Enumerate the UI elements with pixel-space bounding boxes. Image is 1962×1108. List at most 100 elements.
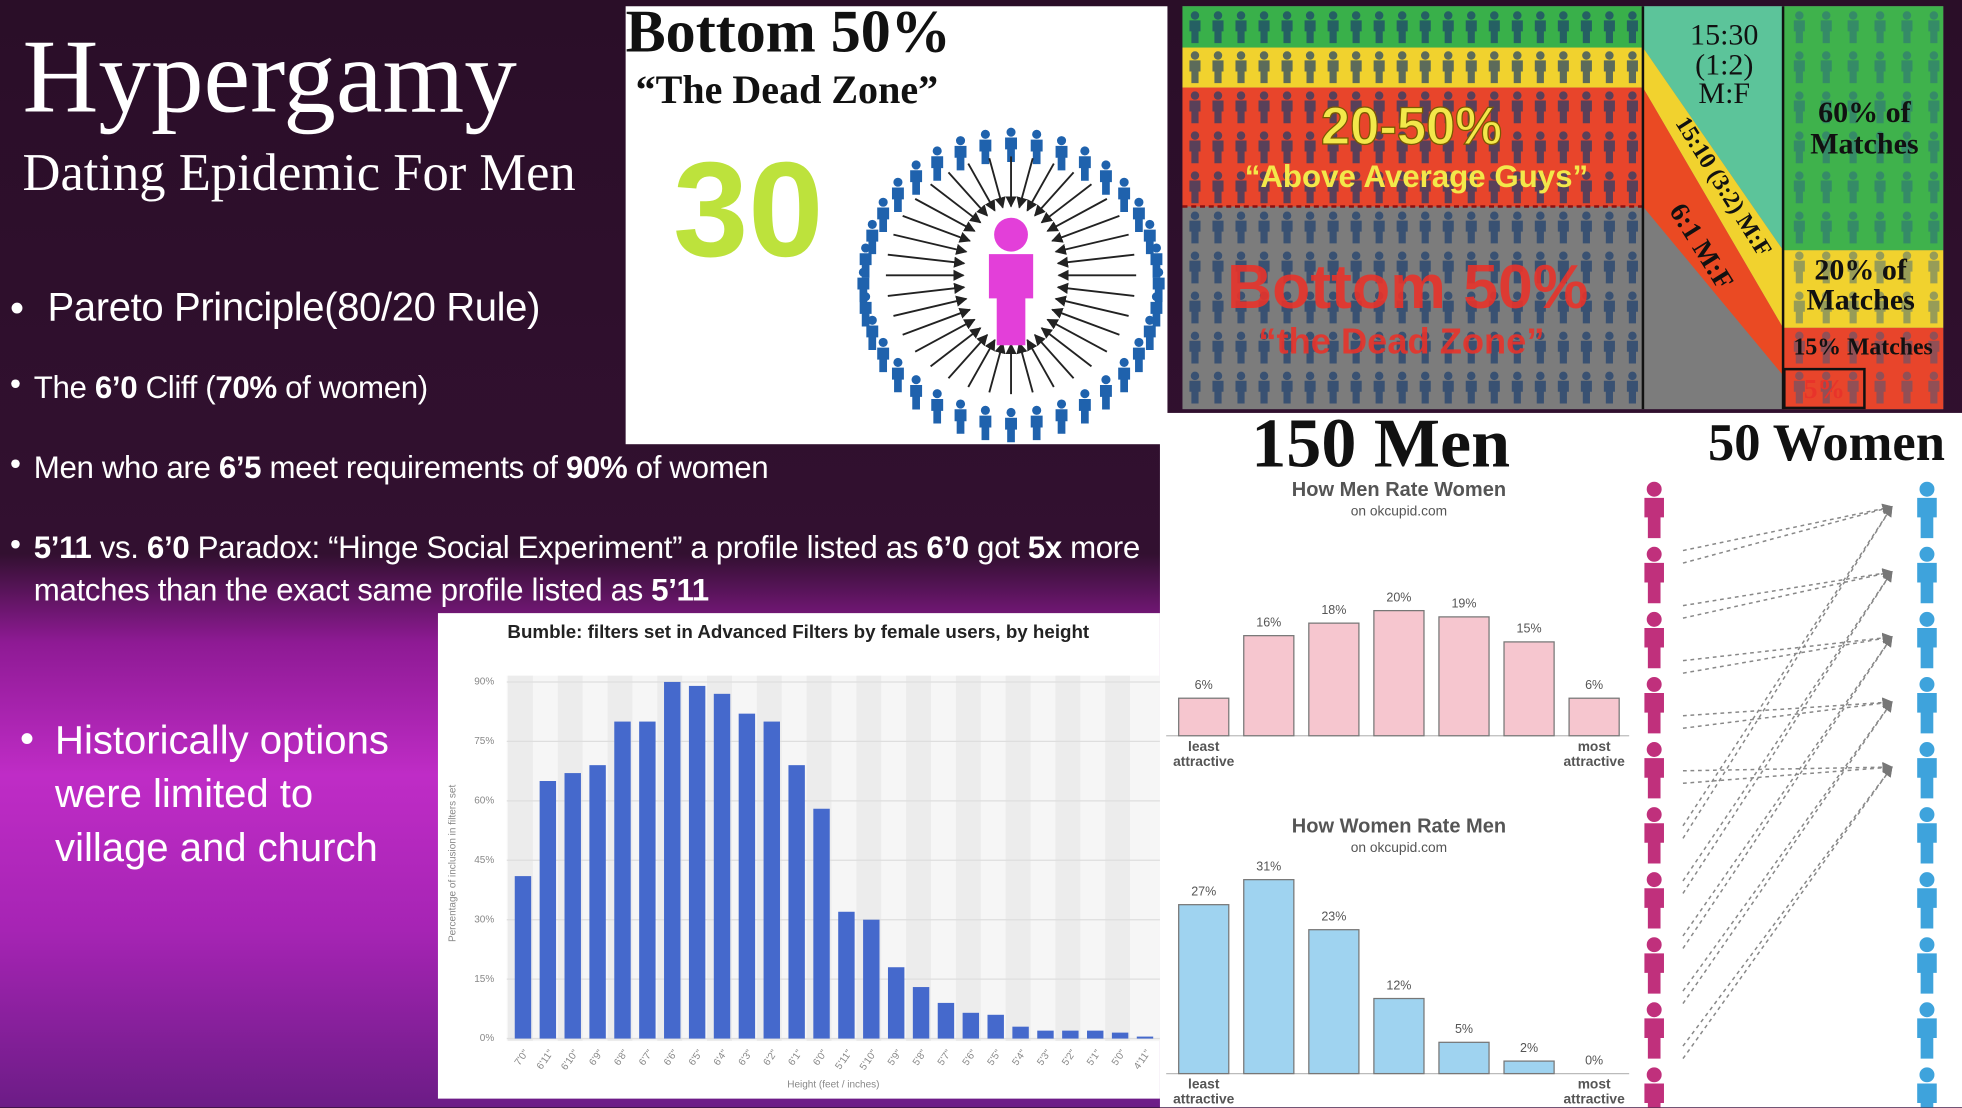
bullet-text: 6’5 [218,450,262,486]
bar [1178,904,1230,1075]
person-icon [1396,11,1408,44]
bar [1438,1041,1490,1075]
person-icon [1465,251,1477,284]
person-icon [1644,481,1664,539]
person-icon [1235,91,1247,124]
person-icon [1820,251,1832,284]
person-icon [1534,11,1546,44]
figures [1189,11,1940,404]
person-icon [1626,371,1638,404]
band [1642,87,1784,376]
value-label: 6% [1585,678,1603,692]
y-tick-label: 60% [474,795,494,806]
stripe [1005,675,1031,1042]
band [1783,6,1944,251]
chart-subtitle: on okcupid.com [1351,503,1447,518]
bottom-subtitle: “the Dead Zone” [1258,321,1544,362]
person-icon [1557,51,1569,84]
person-icon [1235,131,1247,164]
bullet-text: 5’11 [651,573,709,609]
bullet: 5’11 vs. 6’0 Paradox: “Hinge Social Expe… [34,527,1148,612]
person-icon [1580,211,1592,244]
person-icon [1917,807,1937,864]
person-icon [1534,51,1546,84]
person-icon [1626,251,1638,284]
arrow [1682,503,1893,552]
band [1783,250,1944,328]
bullet-text: Cliff ( [137,370,216,406]
person-icon [1258,91,1270,124]
bullet-text: meet requirements of [261,450,566,486]
person-icon [1820,331,1832,364]
bar [1111,1032,1129,1039]
pyramid-text: 20-50% “Above Average Guys” Bottom 50% “… [1227,18,1933,404]
person-icon [1189,331,1201,364]
person-icon [1465,11,1477,44]
bullet: The 6’0 Cliff (70% of women) [34,367,1148,410]
stripe [1105,675,1131,1042]
value-label: 16% [1256,615,1281,629]
person-icon [1580,91,1592,124]
person-icon [1396,211,1408,244]
bullet-text: 6’0 [94,370,138,406]
person-icon [931,389,944,424]
person-icon [1820,371,1832,404]
person-icon [1258,211,1270,244]
bar [987,1014,1004,1039]
ratio-line: (1:2) [1695,48,1753,81]
person-icon [1511,331,1523,364]
y-tick-label: 15% [474,974,494,985]
person-icon [1396,331,1408,364]
person-icon [1281,371,1293,404]
person-icon [1644,872,1664,929]
arrow [1026,338,1055,388]
person-icon [1644,546,1664,604]
person-icon [1304,171,1316,204]
person-icon [1603,291,1615,324]
person-icon [877,337,890,373]
person-icon [1373,131,1385,164]
person-icon [866,219,879,255]
arrow [1046,198,1108,232]
chart-title: How Men Rate Women [1292,479,1506,501]
person-icon [1488,51,1500,84]
bullet-text: 5x [1027,530,1062,566]
arrow [1046,318,1108,353]
person-icon [1793,371,1805,404]
person-icon [1189,131,1201,164]
bullet-dot: • [10,285,25,331]
person-icon [1820,91,1832,124]
bar [1136,1036,1154,1039]
bar [614,721,631,1039]
x-tick-label: least attractive [1173,739,1235,770]
person-icon [1488,171,1500,204]
person-icon [1419,371,1431,404]
person-icon [866,315,879,351]
person-icon [1327,91,1339,124]
person-icon [1626,211,1638,244]
person-icon [1235,331,1247,364]
person-icon [1917,742,1937,799]
person-icon [1901,131,1913,164]
person-icon [1874,331,1886,364]
person-icon [1419,291,1431,324]
person-icon [1901,171,1913,204]
bullet-text: vs. [91,530,147,566]
bar [539,781,557,1039]
person-icon [1005,407,1017,443]
person-icon [1644,611,1664,669]
bullet: Men who are 6’5 meet requirements of 90%… [34,447,1148,490]
person-icon [1511,51,1523,84]
value-label: 19% [1451,597,1476,611]
bullet-text: 6’0 [926,530,969,566]
person-icon [1396,51,1408,84]
person-icon [1901,91,1913,124]
bullet-text: 6’0 [146,530,190,566]
person-icon [1258,11,1270,44]
bullet-text: of women) [276,370,428,406]
arrow [893,233,968,255]
arrow [1682,570,1893,882]
person-icon [1626,331,1638,364]
person-icon [1281,331,1293,364]
person-icon [1373,211,1385,244]
